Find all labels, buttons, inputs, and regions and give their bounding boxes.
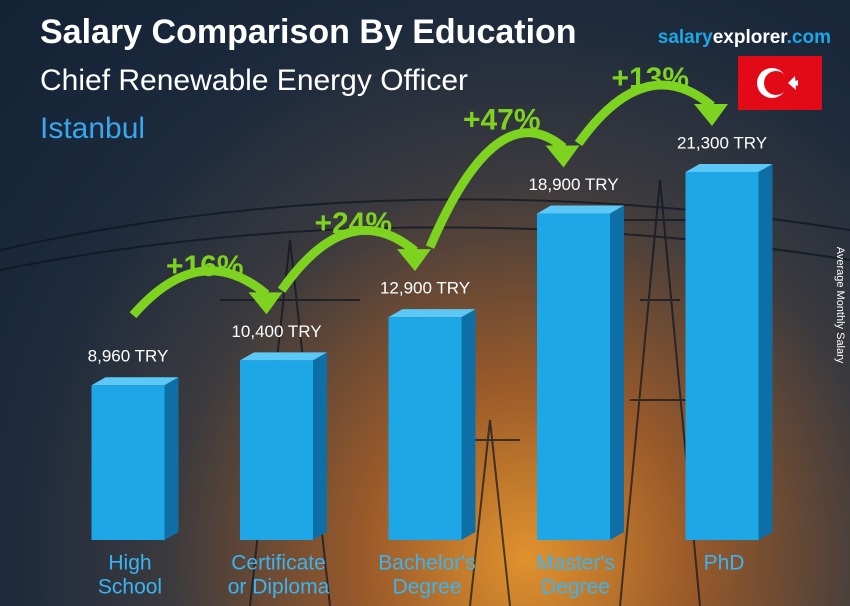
bar <box>537 213 610 540</box>
brand-part: salary <box>658 27 713 48</box>
category-label: PhD <box>704 552 745 575</box>
change-label: +24% <box>314 207 392 240</box>
bar-top <box>685 164 773 172</box>
change-arrow: +24% <box>277 207 431 293</box>
bar <box>91 385 165 540</box>
title: Salary Comparison By Education <box>40 13 577 51</box>
value-label: 21,300 TRY <box>677 133 767 152</box>
bar <box>388 317 462 540</box>
category-label: Master's <box>536 552 615 575</box>
axis-label: Average Monthly Salary <box>834 247 846 364</box>
category-label: Degree <box>393 576 462 599</box>
bar-side <box>461 309 476 540</box>
brand: salaryexplorer.com <box>658 27 831 48</box>
category-label: High <box>108 552 151 575</box>
arrow-curve <box>129 266 270 319</box>
arrow-head <box>397 249 431 272</box>
subtitle: Chief Renewable Energy Officer <box>40 64 468 97</box>
bar-side <box>164 377 179 540</box>
bar <box>240 360 313 540</box>
arrow-curve <box>277 225 418 293</box>
flag <box>738 56 822 110</box>
change-arrow: +16% <box>129 250 283 319</box>
change-label: +16% <box>166 250 244 283</box>
value-label: 10,400 TRY <box>231 322 321 341</box>
arrow-head <box>694 104 728 126</box>
location: Istanbul <box>40 112 145 145</box>
change-arrow: +47% <box>425 103 580 249</box>
value-label: 12,900 TRY <box>380 279 470 298</box>
category-label: Certificate <box>231 552 326 575</box>
bar <box>685 172 759 540</box>
bar-top <box>240 352 327 361</box>
bar-side <box>758 164 773 540</box>
change-arrow: +13% <box>574 62 728 147</box>
bar-side <box>610 205 624 540</box>
bar-side <box>313 352 327 540</box>
change-label: +13% <box>611 62 689 95</box>
brand-part: .com <box>787 27 831 48</box>
bar-top <box>537 205 624 214</box>
category-label: School <box>98 576 162 599</box>
value-label: 8,960 TRY <box>88 347 169 366</box>
bar-top <box>388 309 476 318</box>
arrow-head <box>248 292 283 315</box>
change-label: +47% <box>463 103 541 136</box>
arrow-curve <box>574 80 715 147</box>
value-label: 18,900 TRY <box>528 175 618 194</box>
category-label: Degree <box>541 576 610 599</box>
category-label: Bachelor's <box>378 552 475 575</box>
bar-top <box>91 377 179 386</box>
category-label: or Diploma <box>228 576 330 599</box>
brand-part: explorer <box>713 27 789 48</box>
arrow-curve <box>425 128 567 249</box>
arrow-head <box>545 145 580 168</box>
